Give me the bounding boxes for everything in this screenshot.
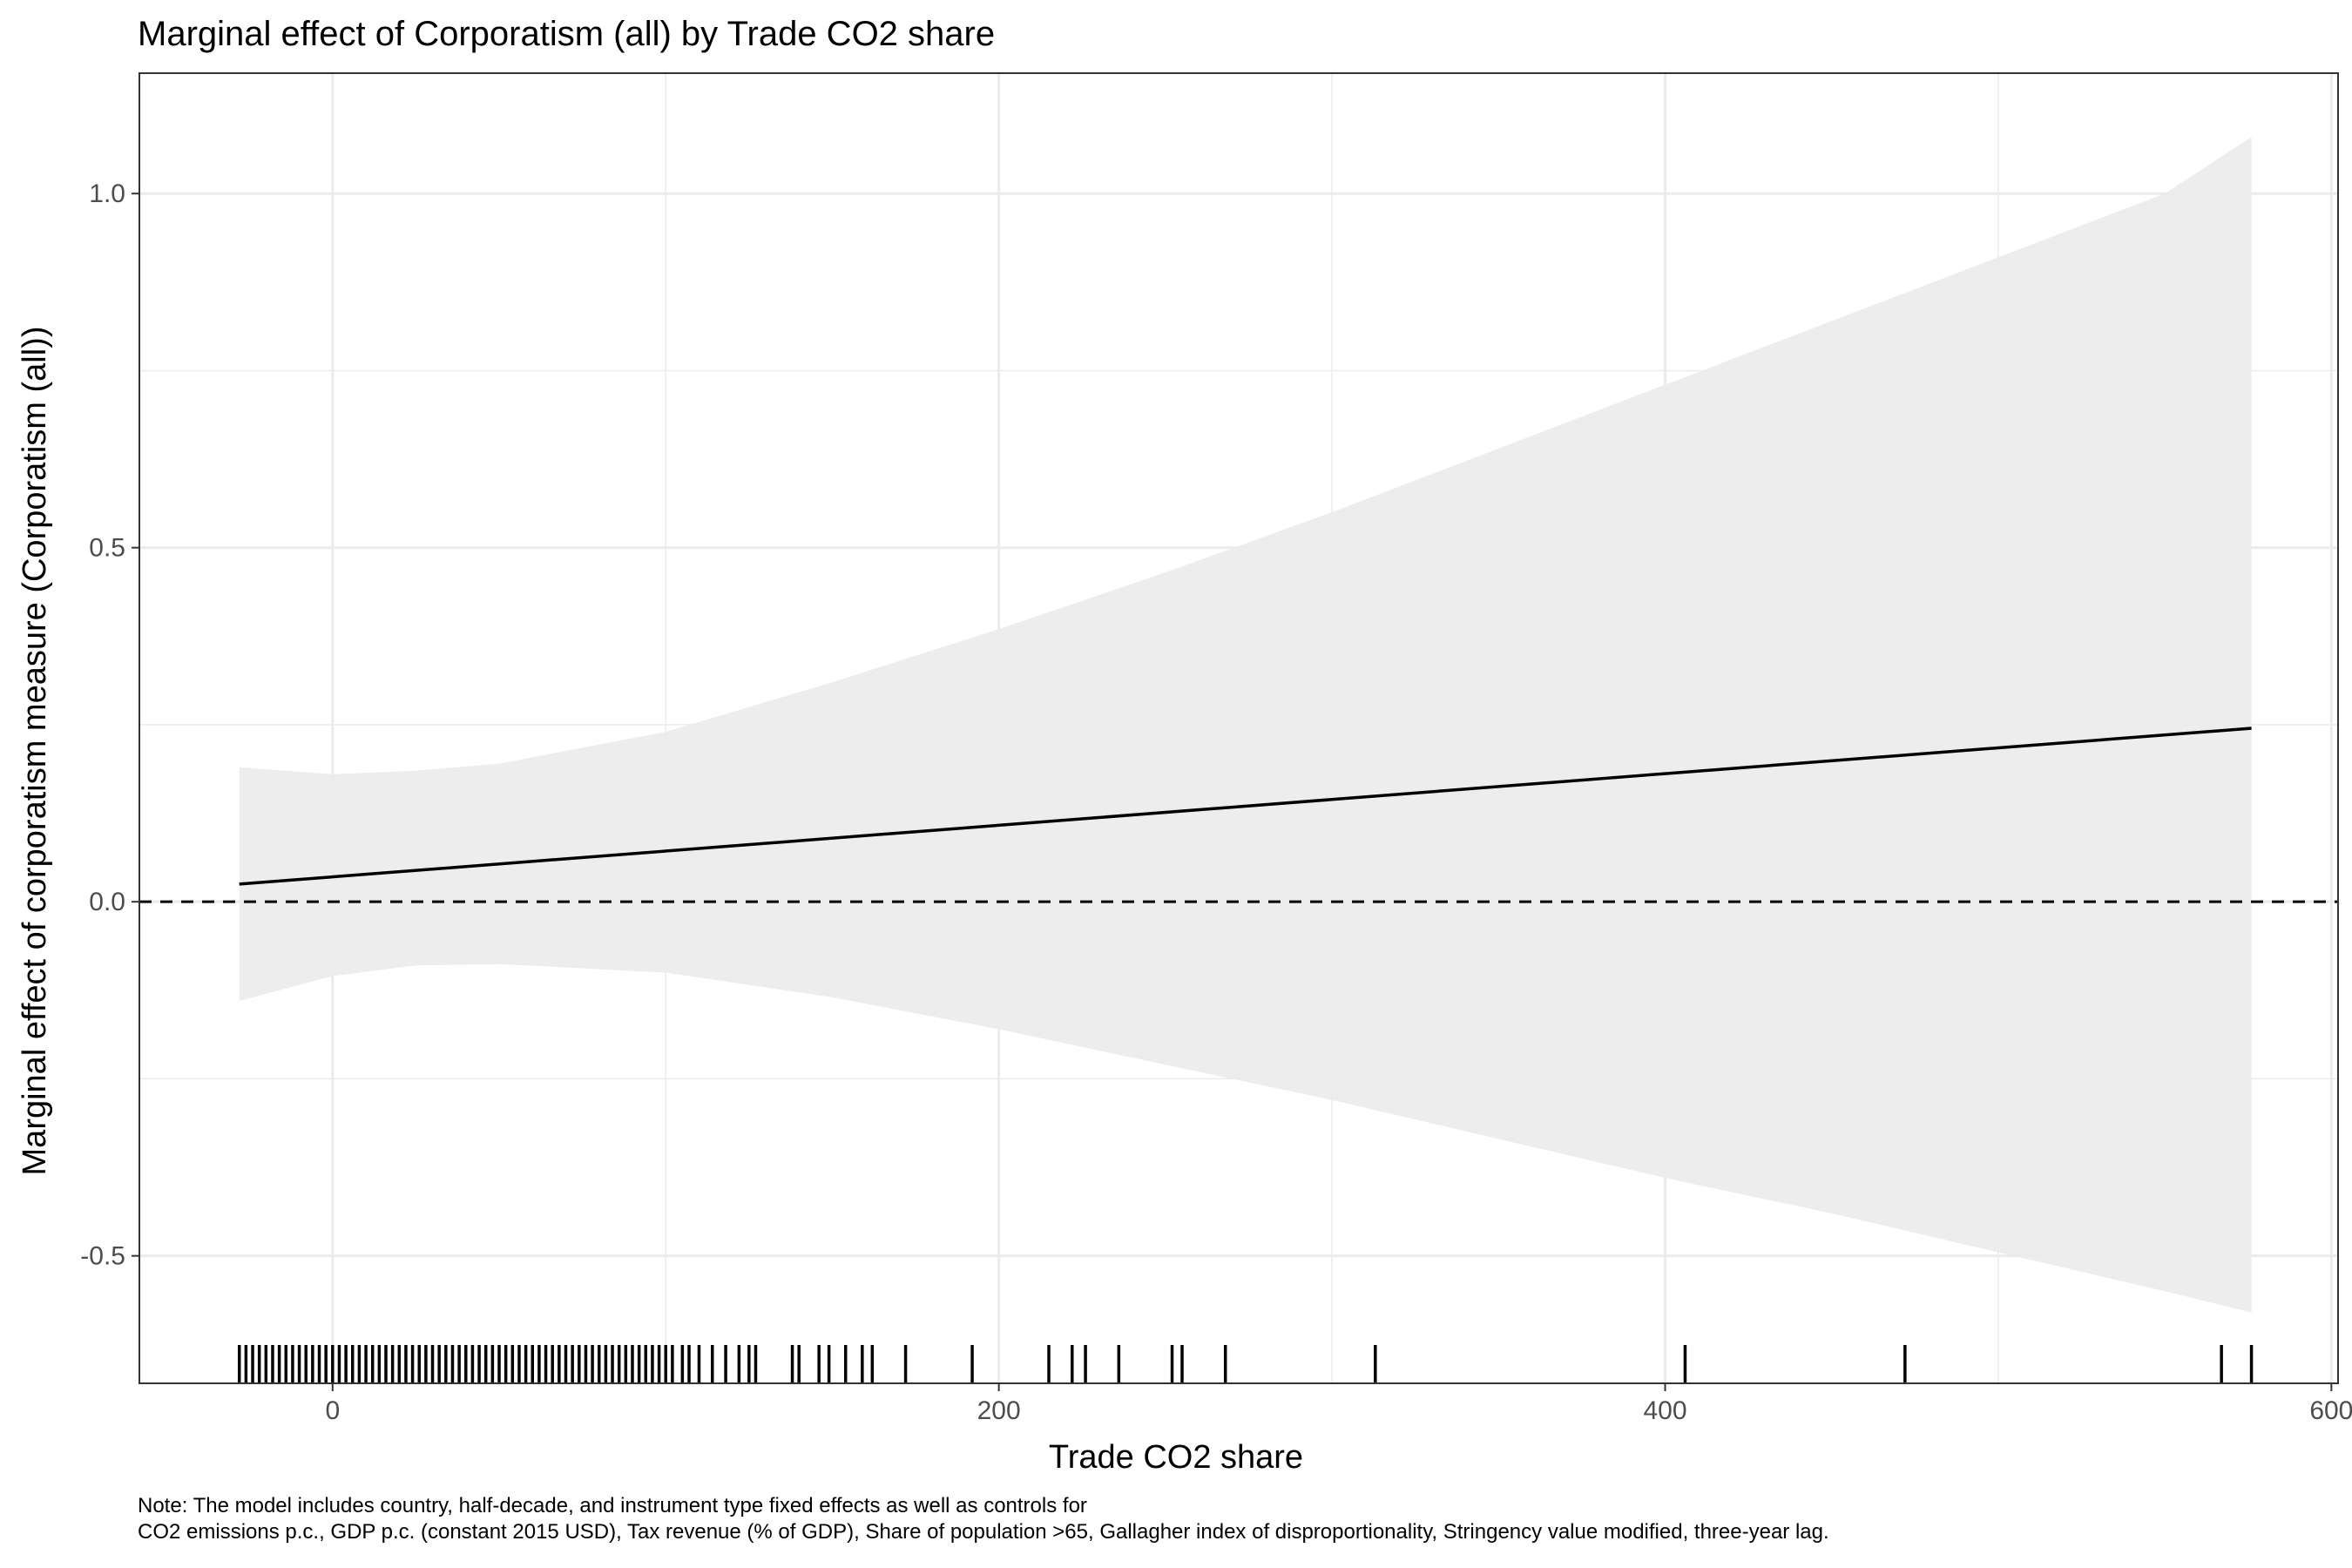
x-axis-label: Trade CO2 share [1049,1439,1303,1476]
confidence-band [239,137,2252,1313]
panel-border [139,72,2339,1384]
x-axis-ticks: 0 200 400 600 [325,1383,2352,1425]
y-tick-label: 0.5 [89,534,125,563]
y-tick-label: 1.0 [89,179,125,208]
y-axis-ticks: -0.5 0.0 0.5 1.0 [80,179,139,1271]
x-tick-label: 600 [2309,1396,2352,1425]
y-tick-label: 0.0 [89,888,125,916]
x-tick-label: 400 [1643,1396,1686,1425]
y-tick-label: -0.5 [80,1242,125,1271]
rug-marks [237,1345,2254,1383]
note-line-1: Note: The model includes country, half-d… [138,1494,1087,1517]
x-tick-label: 200 [977,1396,1021,1425]
note-line-2: CO2 emissions p.c., GDP p.c. (constant 2… [138,1520,1829,1544]
chart-title: Marginal effect of Corporatism (all) by … [138,15,995,53]
y-axis-label: Marginal effect of corporatism measure (… [17,327,53,1176]
marginal-effect-line [239,727,2252,886]
x-tick-label: 0 [325,1396,340,1425]
